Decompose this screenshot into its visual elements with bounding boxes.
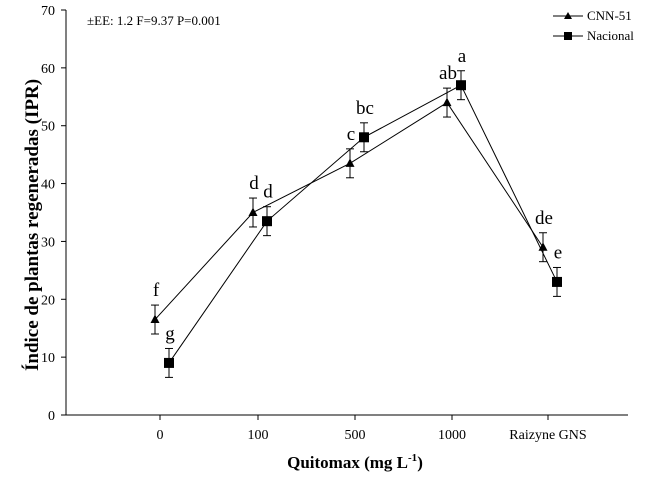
significance-letter-nacional: e xyxy=(554,242,562,263)
data-point-nacional xyxy=(359,132,369,143)
significance-letter-cnn-51: d xyxy=(249,173,259,194)
data-point-cnn-51 xyxy=(442,97,452,107)
significance-letter-nacional: d xyxy=(263,182,273,203)
data-point-cnn-51 xyxy=(248,207,258,216)
y-tick-label: 20 xyxy=(41,293,55,308)
data-point-nacional xyxy=(164,357,174,368)
y-tick-label: 60 xyxy=(41,62,55,77)
y-tick-label: 0 xyxy=(48,409,55,424)
data-point-nacional xyxy=(456,80,466,91)
x-axis-label-close: ) xyxy=(417,453,423,472)
legend-marker-nacional xyxy=(564,32,572,40)
x-axis-label: Quitomax (mg L-1) xyxy=(287,452,423,472)
legend-label-nacional: Nacional xyxy=(587,28,634,43)
legend-label-cnn-51: CNN-51 xyxy=(587,8,632,23)
y-axis-label: Índice de plantas regeneradas (IPR) xyxy=(21,79,43,371)
x-tick-label: 0 xyxy=(157,428,164,443)
data-point-cnn-51 xyxy=(345,158,355,167)
y-tick-label: 40 xyxy=(41,178,55,193)
x-tick-label: 100 xyxy=(248,428,269,443)
x-axis-label-main: Quitomax (mg L xyxy=(287,453,408,472)
x-ticks: 0 100 500 1000 Raizyne GNS xyxy=(157,415,587,443)
significance-letter-cnn-51: f xyxy=(153,280,160,301)
data-point-cnn-51 xyxy=(150,314,160,324)
statistics-annotation: ±EE: 1.2 F=9.37 P=0.001 xyxy=(87,13,221,28)
data-point-nacional xyxy=(262,216,272,227)
x-tick-label: 1000 xyxy=(438,428,466,443)
significance-letter-cnn-51: de xyxy=(535,208,553,229)
y-ticks: 0 10 20 30 40 50 60 70 xyxy=(41,4,66,424)
x-tick-label: Raizyne GNS xyxy=(509,428,586,443)
x-axis-label-superscript: -1 xyxy=(408,452,417,464)
significance-letter-nacional: a xyxy=(458,46,467,67)
significance-letter-nacional: bc xyxy=(356,98,374,119)
y-tick-label: 70 xyxy=(41,4,55,19)
y-tick-label: 50 xyxy=(41,120,55,135)
y-tick-label: 30 xyxy=(41,235,55,250)
x-tick-label: 500 xyxy=(345,428,366,443)
y-tick-label: 10 xyxy=(41,351,55,366)
series-line-nacional xyxy=(168,84,558,364)
series-layer: f d c ab de g d bc a e xyxy=(150,46,562,378)
legend-marker-cnn-51 xyxy=(564,12,572,19)
significance-letter-cnn-51: c xyxy=(347,124,355,145)
significance-letter-nacional: g xyxy=(165,323,175,344)
data-point-nacional xyxy=(552,276,562,287)
significance-letter-cnn-51: ab xyxy=(439,63,457,84)
legend: CNN-51 Nacional xyxy=(553,8,634,43)
